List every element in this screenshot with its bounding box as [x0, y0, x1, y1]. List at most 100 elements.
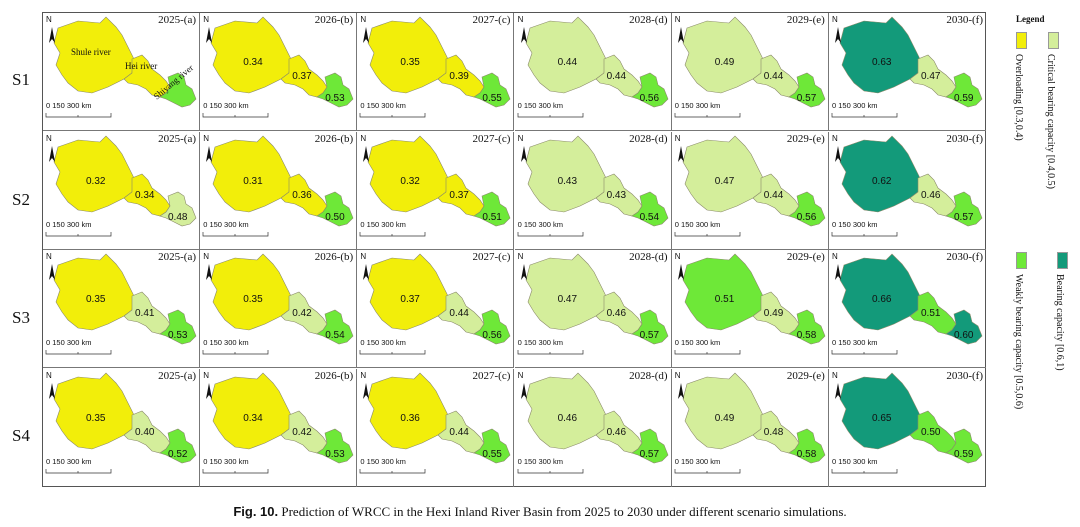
panel-year-label: 2025-(a) — [158, 251, 196, 263]
basin-map — [202, 135, 354, 236]
panel-year-label: 2028-(d) — [629, 369, 668, 382]
scale-bar-label: 0 150 300 km — [517, 338, 564, 347]
scale-bar-label: 0 150 300 km — [674, 456, 721, 466]
scale-bar-label: 0 150 300 km — [203, 101, 249, 110]
shiyang-river-basin — [945, 191, 983, 226]
scale-bar — [517, 113, 583, 118]
north-label: N — [360, 133, 367, 143]
map-panel-s4-2: N 2026-(b) 0.34 0.42 0.53 0 150 300 km — [200, 368, 358, 487]
wrcc-value-shiyang: 0.57 — [954, 211, 974, 223]
basin-map — [45, 372, 197, 473]
shiyang-river-basin — [788, 72, 826, 108]
wrcc-value-shule: 0.47 — [714, 175, 735, 187]
shiyang-river-basin — [630, 72, 668, 108]
wrcc-value-shiyang: 0.55 — [482, 93, 502, 104]
scale-bar — [831, 113, 898, 118]
basin-map — [517, 253, 668, 355]
wrcc-value-hei: 0.39 — [449, 71, 469, 82]
north-arrow-icon — [363, 382, 370, 399]
scale-bar-label: 0 150 300 km — [46, 456, 92, 466]
shiyang-river-basin — [945, 428, 983, 463]
scale-bar-label: 0 150 300 km — [832, 338, 878, 347]
scale-bar — [674, 468, 741, 473]
scale-bar-label: 0 150 300 km — [832, 219, 878, 229]
shiyang-river-basin — [473, 309, 511, 345]
shule-river-basin — [368, 372, 449, 449]
map-panel-s1-5: N 2029-(e) 0.49 0.44 0.57 0 150 300 km — [671, 13, 829, 131]
map-panel-s4-5: N 2029-(e) 0.49 0.48 0.58 0 150 300 km — [672, 368, 829, 487]
wrcc-value-shiyang: 0.59 — [954, 93, 974, 104]
wrcc-value-hei: 0.42 — [292, 426, 312, 438]
shule-river-basin — [525, 16, 606, 94]
wrcc-value-hei: 0.40 — [135, 426, 155, 438]
map-panel-s2-5: N 2029-(e) 0.47 0.44 0.56 0 150 300 km — [671, 131, 829, 250]
legend-swatch-bearing — [1057, 252, 1068, 269]
shule-river-basin — [525, 253, 606, 331]
basin-map — [360, 372, 511, 473]
wrcc-value-hei: 0.46 — [921, 189, 941, 201]
wrcc-value-shule: 0.35 — [86, 412, 106, 424]
legend-title: Legend — [1016, 14, 1045, 24]
north-label: N — [517, 370, 524, 380]
north-arrow-icon — [49, 382, 55, 399]
north-arrow-icon — [363, 145, 370, 162]
wrcc-value-shiyang: 0.56 — [482, 330, 502, 341]
north-label: N — [46, 252, 52, 261]
wrcc-value-hei: 0.44 — [763, 189, 784, 201]
basin-map — [202, 16, 354, 118]
wrcc-value-shiyang: 0.57 — [639, 448, 660, 460]
legend-label-overloading: Overloading [0.3,0.4) — [1013, 54, 1024, 141]
north-arrow-icon — [677, 264, 684, 280]
shule-river-basin — [368, 135, 449, 212]
basin-map — [202, 372, 354, 473]
panel-year-label: 2026-(b) — [314, 251, 354, 263]
wrcc-value-shiyang: 0.51 — [482, 211, 502, 223]
shiyang-river-basin — [159, 72, 197, 108]
shule-river-basin — [839, 253, 921, 331]
shiyang-river-basin — [316, 191, 354, 226]
wrcc-value-shiyang: 0.60 — [954, 330, 974, 341]
row-label-s3: S3 — [12, 308, 30, 327]
map-panel-s2-2: N 2026-(b) 0.31 0.36 0.50 0 150 300 km — [200, 131, 358, 250]
basin-map — [831, 16, 983, 118]
wrcc-value-shule: 0.66 — [872, 294, 892, 305]
legend-swatch-overloading — [1016, 32, 1027, 49]
scale-bar — [45, 350, 112, 355]
north-arrow-icon — [206, 382, 213, 399]
wrcc-value-shiyang: 0.48 — [168, 211, 188, 223]
map-panel-s2-4: N 2028-(d) 0.43 0.43 0.54 0 150 300 km — [514, 131, 672, 250]
shiyang-river-basin — [473, 72, 511, 108]
panel-year-label: 2027-(c) — [472, 14, 511, 26]
basin-map — [831, 135, 983, 236]
north-arrow-icon — [835, 264, 841, 280]
basin-map — [517, 135, 668, 236]
wrcc-value-shule: 0.37 — [400, 294, 420, 305]
wrcc-value-hei: 0.51 — [921, 308, 941, 319]
shule-river-basin — [210, 135, 292, 212]
panel-year-label: 2026-(b) — [314, 369, 354, 382]
shule-river-basin — [53, 253, 135, 331]
basin-map — [360, 135, 511, 236]
shiyang-river-basin — [473, 428, 511, 463]
north-label: N — [203, 133, 209, 143]
wrcc-value-hei: 0.47 — [921, 71, 941, 82]
panel-year-label: 2025-(a) — [158, 369, 196, 382]
shule-river-basin — [839, 372, 921, 449]
panel-year-label: 2030-(f) — [946, 369, 983, 382]
wrcc-value-hei: 0.46 — [606, 308, 627, 319]
scale-bar-label: 0 150 300 km — [832, 456, 878, 466]
basin-map — [45, 253, 197, 355]
map-panel-s1-2: N 2026-(b) 0.34 0.37 0.53 0 150 300 km — [200, 13, 358, 131]
wrcc-value-hei: 0.48 — [763, 426, 784, 438]
panel-year-label: 2025-(a) — [158, 132, 196, 145]
north-label: N — [203, 252, 209, 261]
north-label: N — [203, 370, 209, 380]
map-panel-s2-3: N 2027-(c) 0.32 0.37 0.51 0 150 300 km — [357, 131, 515, 250]
basin-map — [45, 16, 197, 118]
wrcc-value-shule: 0.62 — [872, 175, 892, 187]
basin-map — [674, 135, 826, 236]
scale-bar — [202, 350, 269, 355]
wrcc-value-shiyang: 0.53 — [325, 93, 345, 104]
north-label: N — [674, 370, 681, 380]
